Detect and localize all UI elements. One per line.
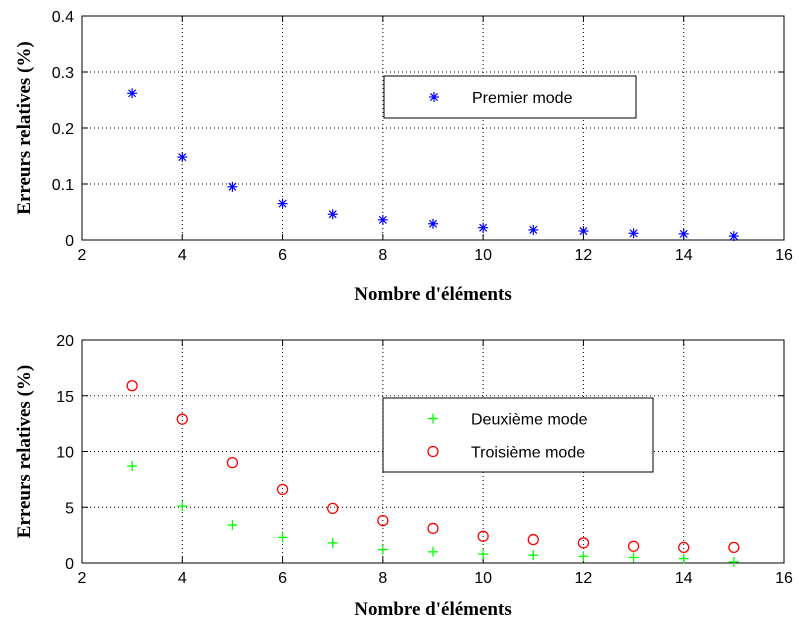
x-tick-label: 10 [474,247,492,264]
data-point [428,218,438,229]
x-tick-label: 14 [675,247,693,264]
y-tick-label: 0.1 [52,177,74,194]
data-point [678,228,689,239]
y-tick-label: 15 [56,389,74,406]
data-point [478,549,489,560]
data-point [678,553,689,564]
legend: Premier mode [383,75,637,119]
legend-marker [429,92,439,102]
y-tick-label: 20 [56,333,74,350]
data-point [276,483,289,496]
legend-label: Premier mode [472,90,573,107]
data-point [327,502,339,515]
data-point [277,532,288,543]
data-point [428,546,438,557]
y-axis-label: Erreurs relatives (%) [14,365,35,538]
x-tick-label: 16 [775,247,793,264]
data-point [728,541,740,554]
data-point [177,152,188,163]
data-point [728,231,739,242]
data-point [127,88,138,99]
x-tick-label: 6 [278,247,287,264]
legend-label: Deuxième mode [471,412,588,429]
series-1 [127,460,739,567]
legend-box [383,75,637,119]
data-point [427,522,439,535]
data-point [678,541,690,554]
data-point [277,198,288,209]
x-tick-label: 14 [675,570,693,587]
data-point [578,226,589,237]
legend-box [382,397,654,473]
x-tick-label: 12 [575,247,593,264]
x-tick-label: 10 [474,570,492,587]
x-tick-label: 6 [278,570,287,587]
data-point [377,214,388,225]
data-point [176,413,188,425]
data-point [627,540,640,552]
x-tick-label: 8 [378,247,387,264]
chart-bottom: 2 4 6 8 10 12 14 16 0 5 10 15 20 Nombre d'éléments Err… [14,333,793,620]
x-axis-label: Nombre d'éléments [354,599,511,620]
y-tick-label: 0.2 [52,121,74,138]
y-tick-label: 5 [65,500,74,517]
legend-marker [428,413,438,424]
data-point [728,556,739,567]
legend-marker [427,445,439,458]
data-point [327,537,338,548]
chart-top: 2 4 6 8 10 12 14 16 0 0.1 0.2 0.3 0.4 Nombre d'élémen… [14,9,793,305]
data-point [528,550,539,561]
data-point [127,460,138,471]
x-tick-label: 12 [575,570,593,587]
series-1 [127,88,739,242]
y-axis-label: Erreurs relatives (%) [14,41,35,214]
data-point [126,380,138,392]
data-point [177,501,188,512]
x-tick-label: 4 [178,247,187,264]
data-point [527,533,539,546]
data-point [227,181,238,192]
y-tick-label: 10 [56,445,74,462]
data-point [578,551,589,562]
data-point [226,456,239,469]
data-point [628,552,639,563]
data-point [528,224,539,235]
data-point [628,228,639,239]
series-2 [126,380,740,554]
y-tick-label: 0 [65,233,74,250]
data-point [377,514,389,527]
y-tick-label: 0 [65,556,74,573]
y-tick-label: 0.3 [52,65,74,82]
data-point [227,520,238,531]
x-tick-label: 2 [78,570,87,587]
data-point [327,209,338,220]
y-tick-label: 0.4 [52,9,74,26]
x-tick-label: 4 [178,570,187,587]
data-point [577,537,590,549]
x-tick-label: 8 [378,570,387,587]
data-point [478,222,489,233]
x-axis-label: Nombre d'éléments [354,284,511,305]
x-tick-label: 2 [78,247,87,264]
data-point [377,544,388,555]
x-tick-label: 16 [775,570,793,587]
data-point [477,530,489,542]
legend-label: Troisième mode [471,445,585,462]
legend: Deuxième mode Troisième mode [382,397,654,473]
